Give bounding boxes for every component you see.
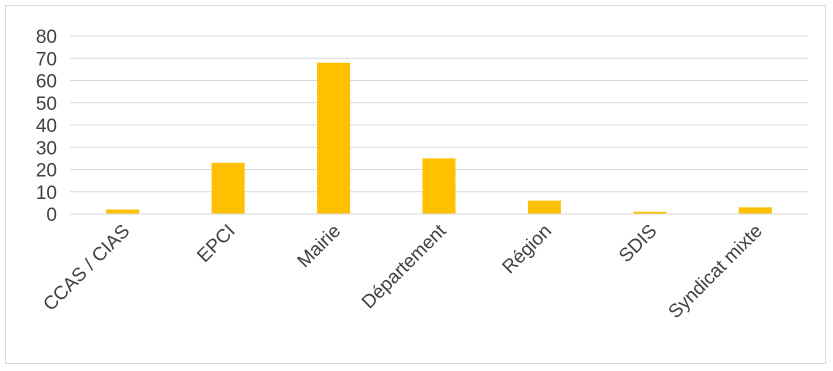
bar	[211, 162, 245, 214]
x-category-label: Syndicat mixte	[665, 221, 767, 323]
y-tick-label: 50	[36, 94, 57, 115]
y-tick-label: 60	[36, 72, 57, 93]
x-category-label: Département	[358, 220, 451, 313]
gridlines	[70, 35, 808, 193]
y-tick-label: 40	[36, 116, 57, 137]
x-category-label: EPCI	[193, 221, 239, 267]
x-category-label: CCAS / CIAS	[40, 221, 135, 316]
x-category-label: Mairie	[294, 221, 345, 272]
y-tick-label: 80	[36, 27, 57, 48]
bar	[738, 207, 772, 214]
x-category-label: SDIS	[615, 221, 661, 267]
y-tick-label: 20	[36, 161, 57, 182]
chart-frame	[5, 5, 826, 364]
y-tick-label: 0	[46, 205, 57, 226]
y-tick-label: 10	[36, 183, 57, 204]
x-axis-category-labels: CCAS / CIAS EPCI Mairie Département Région SD…	[40, 220, 767, 323]
bars	[106, 62, 772, 215]
bar	[422, 158, 456, 214]
bar	[633, 211, 667, 214]
y-tick-label: 70	[36, 49, 57, 70]
bar	[317, 62, 351, 215]
bar	[527, 200, 561, 214]
bar	[106, 209, 140, 214]
y-tick-label: 30	[36, 138, 57, 159]
x-category-label: Région	[499, 221, 556, 278]
